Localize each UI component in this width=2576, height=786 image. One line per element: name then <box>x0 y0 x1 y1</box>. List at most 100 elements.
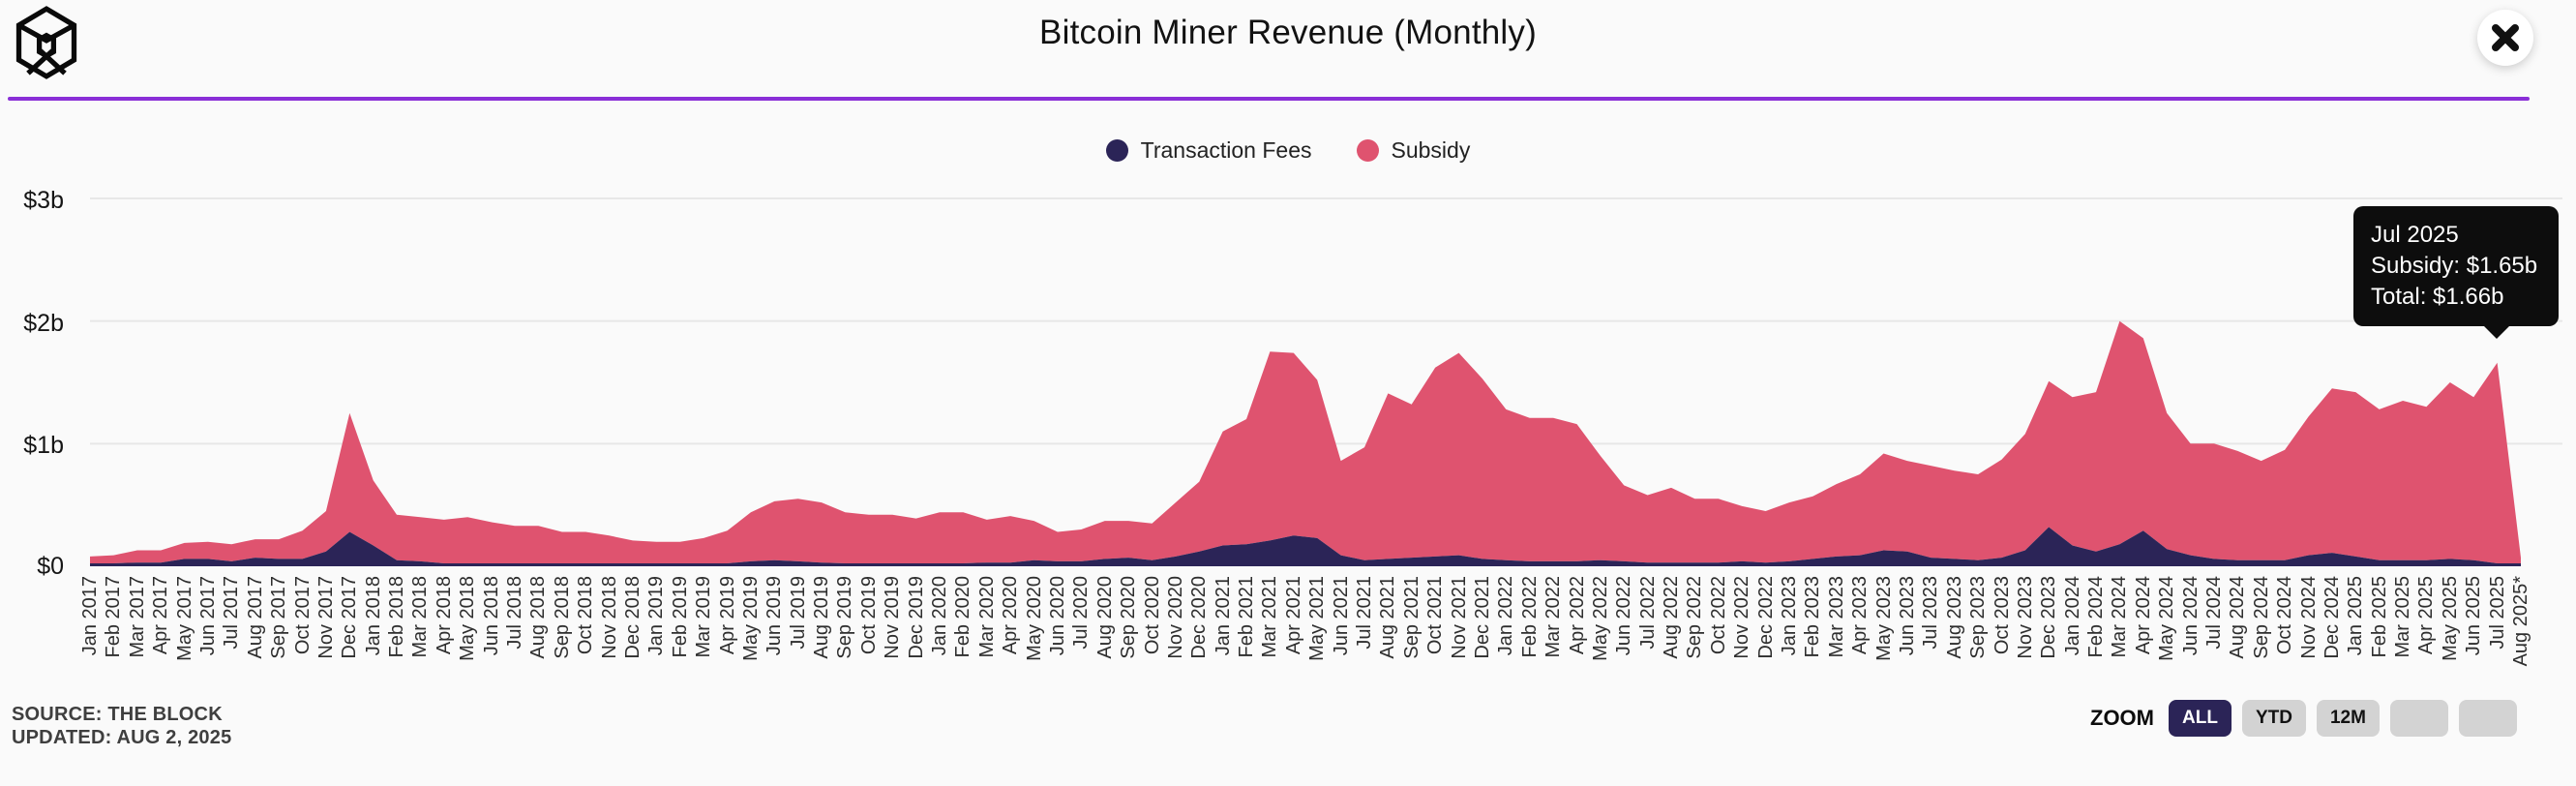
x-axis-label: Jul 2018 <box>504 576 525 650</box>
x-axis-label: Mar 2017 <box>126 576 148 658</box>
transaction-fees-area <box>90 527 2521 566</box>
x-axis-label: Sep 2019 <box>834 576 856 659</box>
x-axis-label: Dec 2017 <box>339 576 361 659</box>
x-axis-label: Apr 2023 <box>1849 576 1872 655</box>
x-axis-label: Sep 2018 <box>551 576 573 659</box>
x-axis-label: Sep 2023 <box>1967 576 1990 659</box>
x-axis-label: Sep 2020 <box>1118 576 1140 659</box>
x-axis-label: Feb 2017 <box>103 576 125 658</box>
legend-item-transaction-fees[interactable]: Transaction Fees <box>1105 137 1312 164</box>
x-axis-label: Feb 2020 <box>952 576 974 658</box>
x-axis-label: Nov 2017 <box>315 576 337 659</box>
source-line: SOURCE: THE BLOCK <box>12 704 223 725</box>
x-axis-label: Dec 2019 <box>905 576 927 659</box>
x-axis-label: Oct 2017 <box>291 576 314 655</box>
source-line: UPDATED: AUG 2, 2025 <box>12 727 232 748</box>
zoom-controls: ZOOM ALL YTD 12M <box>2090 699 2517 738</box>
x-axis-label: Jun 2025 <box>2463 576 2485 656</box>
close-icon <box>2492 24 2519 51</box>
x-axis-label: Nov 2019 <box>882 576 904 659</box>
x-axis-label: Jun 2020 <box>1046 576 1068 656</box>
x-axis-label: Jul 2023 <box>1920 576 1942 650</box>
x-axis-label: Sep 2017 <box>268 576 290 659</box>
x-axis-label: Sep 2021 <box>1400 576 1423 659</box>
x-axis-label: Mar 2025 <box>2392 576 2414 658</box>
zoom-button-12m[interactable]: 12M <box>2316 700 2380 737</box>
x-axis-label: Dec 2022 <box>1754 576 1777 659</box>
x-axis-label: Jan 2017 <box>79 576 101 656</box>
x-axis-label: Jul 2022 <box>1636 576 1659 650</box>
legend: Transaction Fees Subsidy <box>0 137 2576 164</box>
x-axis-label: Jan 2019 <box>645 576 668 656</box>
tooltip: Jul 2025 Subsidy: $1.65b Total: $1.66b <box>2353 206 2559 339</box>
x-axis-label: Oct 2022 <box>1707 576 1729 655</box>
x-axis-label: Feb 2023 <box>1802 576 1824 658</box>
legend-item-subsidy[interactable]: Subsidy <box>1356 137 1471 164</box>
x-axis-label: Aug 2024 <box>2227 576 2249 659</box>
x-axis-label: Mar 2019 <box>693 576 715 658</box>
x-axis-label: Dec 2024 <box>2321 576 2343 659</box>
close-button[interactable] <box>2477 10 2533 66</box>
x-axis-label: Apr 2025 <box>2415 576 2438 655</box>
header-divider <box>8 97 2530 101</box>
x-axis-label: Oct 2020 <box>1141 576 1163 655</box>
zoom-button-blank-2[interactable] <box>2458 700 2517 737</box>
x-axis-label: May 2024 <box>2156 576 2178 661</box>
x-axis-label: Oct 2024 <box>2274 576 2296 655</box>
x-axis-label: Dec 2021 <box>1471 576 1493 659</box>
x-axis-label: Apr 2020 <box>1000 576 1022 655</box>
source-note: SOURCE: THE BLOCK UPDATED: AUG 2, 2025 <box>12 703 231 749</box>
x-axis-label: Feb 2025 <box>2368 576 2390 658</box>
x-axis-label: Sep 2022 <box>1684 576 1706 659</box>
legend-label: Subsidy <box>1391 137 1471 163</box>
legend-label: Transaction Fees <box>1140 137 1312 163</box>
x-axis-label: Aug 2017 <box>244 576 266 659</box>
x-axis-label: Mar 2023 <box>1825 576 1847 658</box>
x-axis-label: May 2021 <box>1306 576 1329 661</box>
x-axis-label: Jun 2024 <box>2179 576 2202 656</box>
x-axis-label: Jul 2019 <box>787 576 809 650</box>
x-axis-label: Jan 2021 <box>1212 576 1234 656</box>
zoom-button-ytd[interactable]: YTD <box>2241 700 2306 737</box>
x-axis-label: May 2022 <box>1589 576 1611 661</box>
x-axis-label: Nov 2021 <box>1448 576 1470 659</box>
tooltip-total: Total: $1.66b <box>2371 284 2504 310</box>
subsidy-area <box>90 320 2521 563</box>
x-axis-label: Aug 2018 <box>527 576 550 659</box>
x-axis-label: Apr 2017 <box>150 576 172 655</box>
x-axis-label: Jan 2018 <box>362 576 384 656</box>
x-axis-label: Feb 2021 <box>1236 576 1257 658</box>
y-tick-label: $0 <box>37 553 64 580</box>
x-axis-label: Jun 2022 <box>1613 576 1635 656</box>
x-axis-label: Jan 2025 <box>2345 576 2367 656</box>
x-axis-label: Aug 2020 <box>1093 576 1116 659</box>
x-axis-label: Aug 2022 <box>1661 576 1682 659</box>
x-axis-label: Feb 2018 <box>386 576 407 658</box>
x-axis-label: Jun 2017 <box>196 576 219 656</box>
legend-dot-subsidy <box>1356 139 1379 162</box>
x-axis-label: Apr 2022 <box>1566 576 1588 655</box>
x-axis-label: Oct 2018 <box>575 576 597 655</box>
x-axis-label: Oct 2019 <box>857 576 880 655</box>
x-axis-label: Aug 2019 <box>811 576 832 659</box>
zoom-button-all[interactable]: ALL <box>2169 700 2232 737</box>
x-axis-label: May 2023 <box>1872 576 1895 661</box>
y-tick-label: $3b <box>23 187 64 214</box>
x-axis-label: Jul 2025 <box>2486 576 2508 650</box>
x-axis-label: Jun 2021 <box>1330 576 1352 656</box>
legend-dot-fees <box>1105 139 1128 162</box>
x-axis-label: Jan 2022 <box>1495 576 1517 656</box>
zoom-button-blank-1[interactable] <box>2389 700 2448 737</box>
x-axis-label: Dec 2018 <box>621 576 644 659</box>
x-axis-label: Oct 2021 <box>1424 576 1447 655</box>
x-axis-label: Jul 2017 <box>221 576 243 650</box>
x-axis-label: Mar 2024 <box>2109 576 2131 658</box>
x-axis-label: Jan 2020 <box>929 576 950 656</box>
x-axis-label: May 2020 <box>1023 576 1045 661</box>
x-axis-label: Mar 2021 <box>1259 576 1281 658</box>
x-axis-label: Dec 2020 <box>1188 576 1211 659</box>
x-axis-label: May 2019 <box>739 576 762 661</box>
x-axis-label: Apr 2018 <box>433 576 455 655</box>
x-axis-label: May 2018 <box>457 576 479 661</box>
